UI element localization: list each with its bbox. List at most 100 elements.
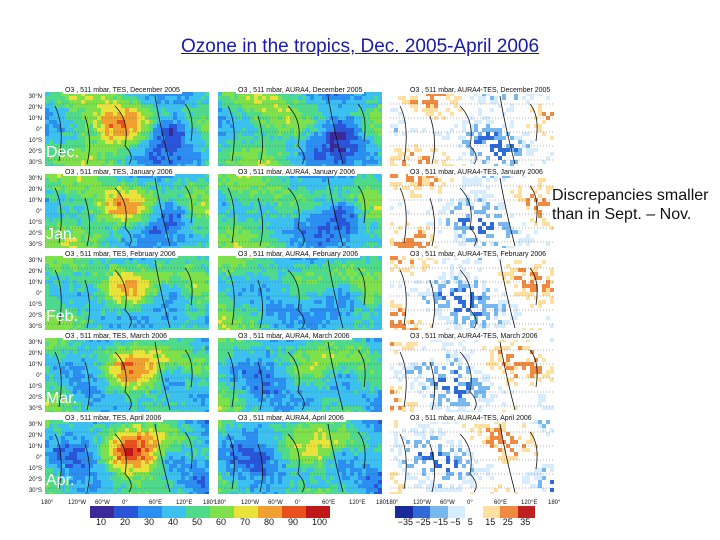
lon-tick-label: 0° — [122, 500, 128, 506]
lon-tick-label: 120°W — [68, 500, 87, 506]
panel-title: O3 , 511 mbar, AURA4-TES, March 2006 — [408, 333, 540, 340]
lat-tick-label: 0° — [36, 209, 42, 215]
lat-tick-label: 10°S — [28, 220, 42, 226]
lat-tick-label: 20°N — [28, 187, 42, 193]
coastline — [399, 341, 538, 411]
ozone-map-panel: O3 , 511 mbar, AURA4, January 2006 — [218, 168, 382, 248]
ozone-map — [390, 92, 554, 166]
panel-title: O3 , 511 mbar, AURA4-TES, January 2006 — [408, 169, 545, 176]
lat-tick-label: 10°N — [28, 362, 42, 368]
colorbar-swatch — [90, 506, 114, 518]
lat-tick-label: 10°S — [28, 138, 42, 144]
ozone-map — [45, 174, 209, 248]
lon-tick-label: 0° — [295, 500, 301, 506]
lon-tick-label: 60°E — [322, 500, 336, 506]
month-label: Mar. — [46, 390, 78, 407]
colorbar-label: −15 — [432, 517, 449, 527]
lat-tick-label: 0° — [36, 373, 42, 379]
ozone-map-panel: O3 , 511 mbar, AURA4-TES, March 2006 — [390, 332, 554, 412]
ozone-map-panel: O3 , 511 mbar, AURA4, December 2005 — [218, 86, 382, 166]
lon-tick-label: 180° — [203, 500, 216, 506]
lat-tick-label: 10°S — [28, 302, 42, 308]
colorbar-swatch — [114, 506, 138, 518]
panel-title: O3 , 511 mbar, TES, April 2006 — [63, 415, 164, 422]
colorbar-swatch — [430, 506, 448, 518]
month-label: Jan. — [46, 226, 77, 243]
lat-tick-label: 10°S — [28, 466, 42, 472]
coastline — [54, 423, 193, 493]
colorbar-swatch — [482, 506, 500, 518]
lat-tick-label: 10°N — [28, 444, 42, 450]
coastline — [399, 95, 538, 165]
colorbar-label: 35 — [520, 517, 531, 527]
colorbar-label: −25 — [415, 517, 431, 527]
ozone-map-panel: O3 , 511 mbar, AURA4-TES, December 2005 — [390, 86, 554, 166]
colorbar-label: 15 — [485, 517, 496, 527]
lon-tick-label: 60°E — [494, 500, 508, 506]
lat-tick-label: 20°S — [28, 231, 42, 237]
lat-tick-label: 20°N — [28, 351, 42, 357]
lat-tick-label: 20°S — [28, 149, 42, 155]
ozone-map — [45, 338, 209, 412]
ozone-map — [390, 338, 554, 412]
lon-tick-label: 0° — [467, 500, 473, 506]
lon-tick-label: 60°E — [149, 500, 163, 506]
month-label: Feb. — [46, 308, 79, 325]
panel-title: O3 , 511 mbar, AURA4-TES, April 2006 — [408, 415, 534, 422]
colorbar-difference — [395, 506, 535, 518]
coastline — [54, 341, 193, 411]
panel-title: O3 , 511 mbar, AURA4, December 2005 — [236, 87, 365, 94]
coastline — [227, 423, 366, 493]
lat-tick-label: 0° — [36, 127, 42, 133]
colorbar-swatch — [465, 506, 483, 518]
lat-tick-label: 10°N — [28, 198, 42, 204]
ozone-map-panel: O3 , 511 mbar, AURA4-TES, April 2006 — [390, 414, 554, 494]
panel-title: O3 , 511 mbar, AURA4-TES, February 2006 — [408, 251, 549, 258]
panel-title: O3 , 511 mbar, AURA4, February 2006 — [236, 251, 361, 258]
lon-tick-label: 120°W — [241, 500, 260, 506]
colorbar-swatch — [306, 506, 330, 518]
lon-tick-label: 180° — [376, 500, 389, 506]
month-label: Dec. — [46, 144, 79, 161]
lat-tick-label: 30°N — [28, 422, 42, 428]
colorbar-label: 20 — [120, 517, 131, 527]
colorbar-label: 70 — [240, 517, 251, 527]
lon-tick-label: 60°W — [440, 500, 455, 506]
colorbar-swatch — [500, 506, 518, 518]
colorbar-swatch — [447, 506, 465, 518]
coastline — [399, 259, 538, 329]
colorbar-label: 10 — [96, 517, 107, 527]
ozone-map — [218, 338, 382, 412]
coastline — [227, 259, 366, 329]
coastline — [54, 177, 193, 247]
month-label: Apr. — [46, 472, 75, 489]
page-title: Ozone in the tropics, Dec. 2005-April 20… — [180, 36, 540, 57]
colorbar-swatch — [282, 506, 306, 518]
ozone-map — [218, 420, 382, 494]
lat-tick-label: 20°N — [28, 105, 42, 111]
panel-title: O3 , 511 mbar, TES, March 2006 — [63, 333, 170, 340]
ozone-map-panel: O3 , 511 mbar, AURA4-TES, February 2006 — [390, 250, 554, 330]
panel-title: O3 , 511 mbar, TES, December 2005 — [63, 87, 182, 94]
ozone-map — [45, 420, 209, 494]
ozone-map-panel: O3 , 511 mbar, TES, April 2006 — [45, 414, 209, 494]
colorbar-label: 25 — [502, 517, 513, 527]
ozone-map — [218, 92, 382, 166]
annotation-text: Discrepancies smaller than in Sept. – No… — [552, 187, 709, 223]
lat-tick-label: 0° — [36, 291, 42, 297]
colorbar-swatch — [210, 506, 234, 518]
lat-tick-label: 20°S — [28, 313, 42, 319]
ozone-map-panel: O3 , 511 mbar, TES, December 2005 — [45, 86, 209, 166]
coastline — [399, 177, 538, 247]
colorbar-swatch — [395, 506, 413, 518]
coastline — [227, 177, 366, 247]
ozone-map — [390, 174, 554, 248]
lat-tick-label: 30°S — [28, 406, 42, 412]
colorbar-label: −35 — [397, 517, 414, 527]
lat-tick-label: 30°S — [28, 160, 42, 166]
lat-tick-label: 30°S — [28, 488, 42, 494]
lat-tick-label: 10°N — [28, 280, 42, 286]
lat-tick-label: 20°N — [28, 269, 42, 275]
lon-tick-label: 180° — [41, 500, 54, 506]
colorbar-label: 50 — [192, 517, 203, 527]
